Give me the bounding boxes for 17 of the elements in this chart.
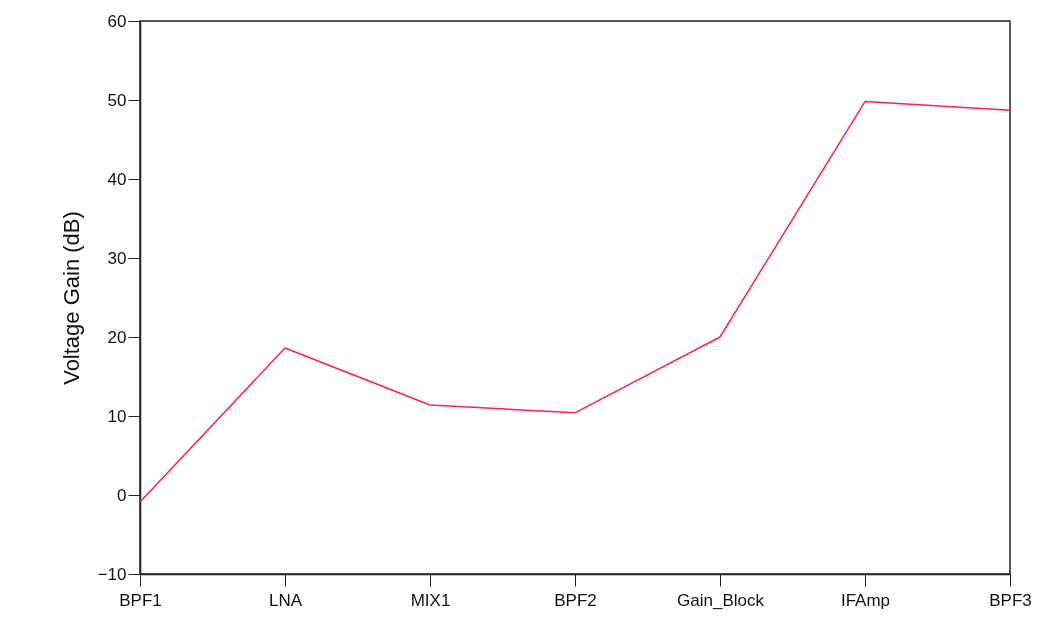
line-series xyxy=(139,100,1011,503)
x-tick-label: IFAmp xyxy=(840,590,891,610)
y-axis-title: Voltage Gain (dB) xyxy=(58,211,84,385)
y-tick-label: 60 xyxy=(107,11,127,31)
y-tick-label: 30 xyxy=(107,248,127,268)
x-tick-label: Gain_Block xyxy=(677,590,765,610)
x-tick-label: BPF2 xyxy=(554,590,597,610)
x-tick-label: LNA xyxy=(268,590,303,610)
x-tick-label: BPF3 xyxy=(989,590,1032,610)
y-tick-label: 40 xyxy=(107,169,127,189)
y-tick-label: 50 xyxy=(107,90,127,110)
x-tick-label: BPF1 xyxy=(119,590,162,610)
y-tick-label: 10 xyxy=(107,406,127,426)
y-tick-label: 20 xyxy=(107,327,127,347)
y-tick-label: −10 xyxy=(97,564,127,584)
x-tick-label: MIX1 xyxy=(410,590,451,610)
y-tick-label: 0 xyxy=(117,485,127,505)
